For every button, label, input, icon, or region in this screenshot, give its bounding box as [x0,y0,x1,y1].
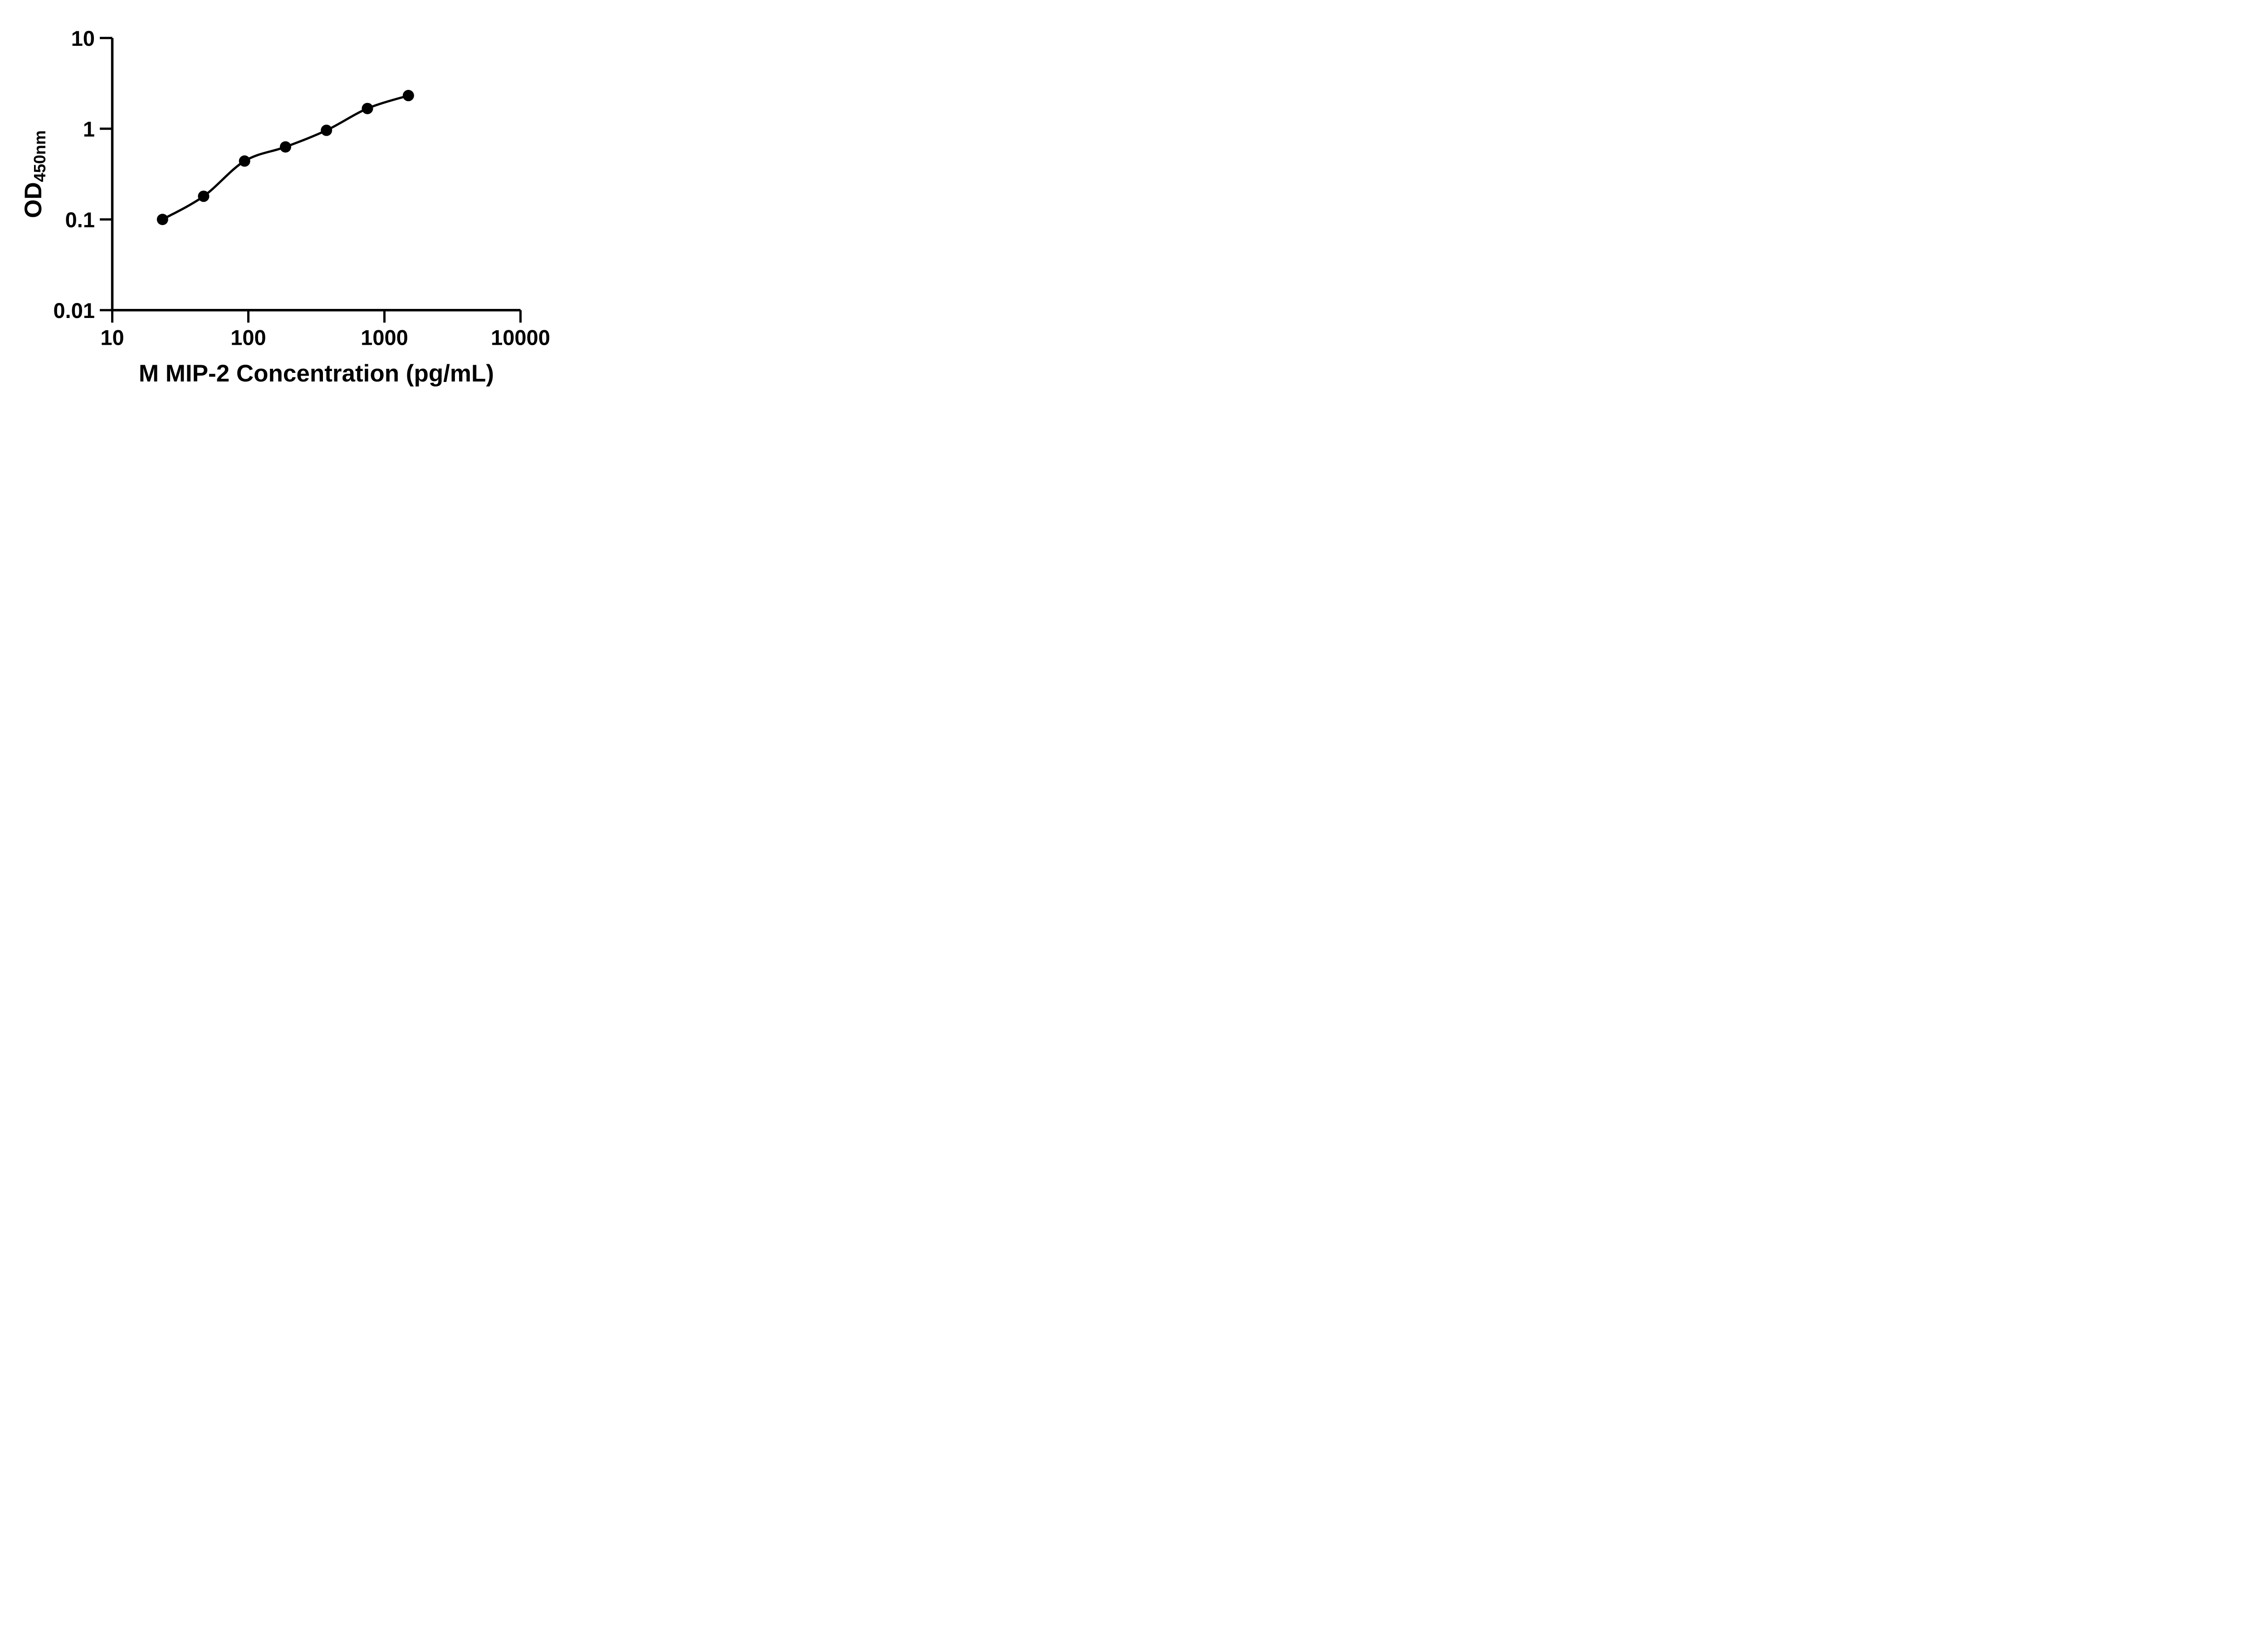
data-point [321,124,332,136]
elisa-standard-curve-figure: 10 1 0.1 0.01 10 100 1000 10000 OD450nm M MIP-2… [0,0,583,408]
data-point [156,214,168,225]
x-tick-label: 10 [100,326,124,350]
x-tick-label: 100 [230,326,266,350]
fit-curve [161,94,410,221]
y-tick-label: 10 [71,26,95,50]
data-point [198,191,210,202]
y-tick-label: 0.01 [54,298,95,323]
axis-lines [111,38,521,312]
y-axis-title-main: OD [20,182,47,218]
y-axis-title-subscript: 450nm [30,130,49,182]
y-axis-title: OD450nm [20,130,49,218]
data-point [402,90,414,102]
y-tick-label: 0.1 [65,208,95,232]
x-axis-title: M MIP-2 Concentration (pg/mL) [138,360,494,387]
data-point [279,141,291,153]
x-tick-label: 10000 [491,326,550,350]
data-point [362,103,373,114]
y-tick-label: 1 [83,117,95,141]
data-point [239,155,250,167]
x-tick-label: 1000 [361,326,408,350]
